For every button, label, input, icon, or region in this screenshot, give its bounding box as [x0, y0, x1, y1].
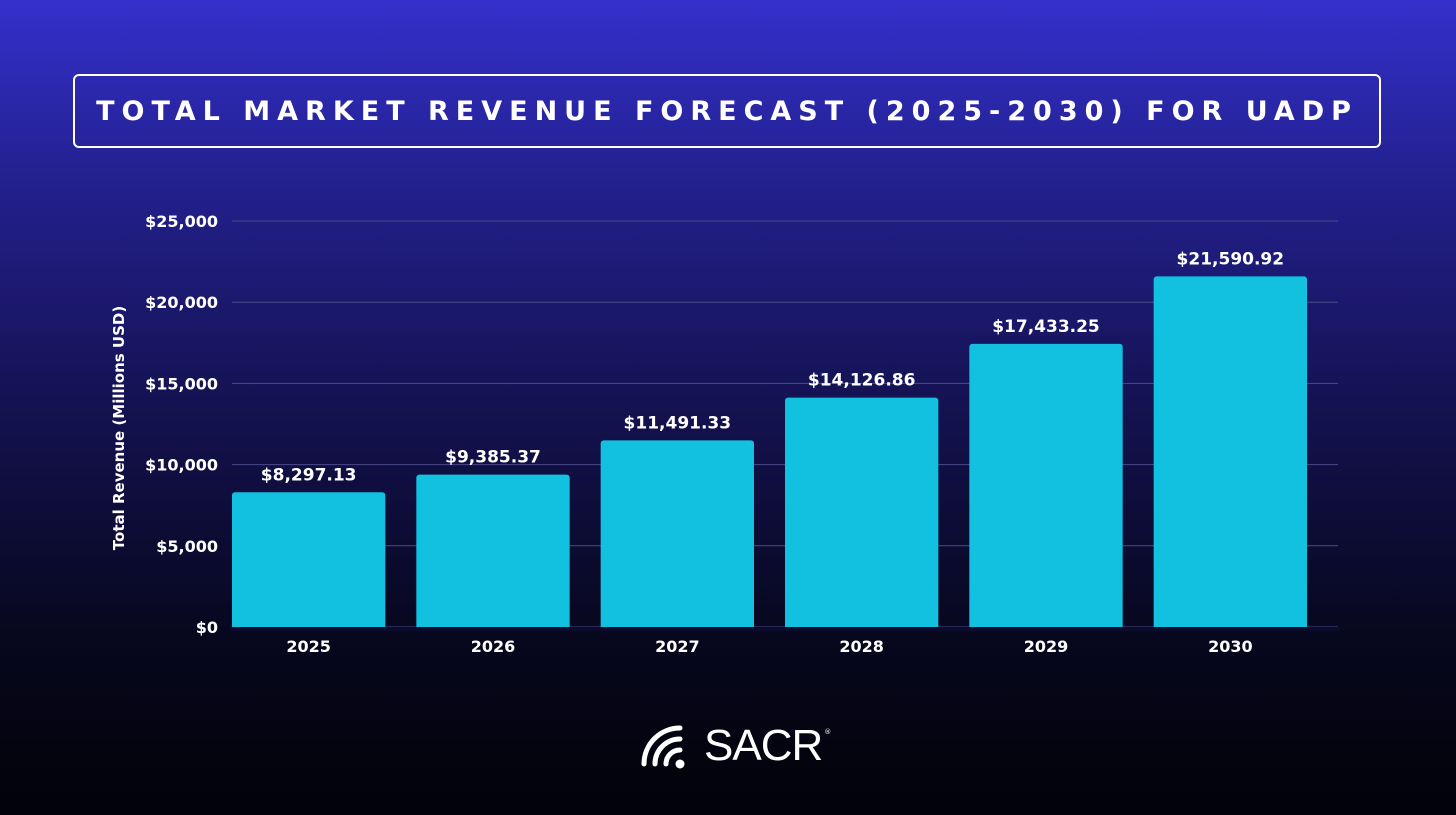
baseline-mask — [230, 627, 1340, 631]
sacr-logo: SACR ® — [640, 716, 831, 776]
logo-text: SACR — [704, 721, 823, 770]
bar-value-label: $17,433.25 — [992, 317, 1100, 337]
x-tick-label: 2028 — [839, 637, 884, 656]
chart-title-box: TOTAL MARKET REVENUE FORECAST (2025-2030… — [73, 74, 1381, 148]
y-tick-label: $25,000 — [145, 212, 218, 231]
x-tick-label: 2027 — [655, 637, 700, 656]
y-axis-ticks: $0 $5,000 $10,000 $15,000 $20,000 $25,000 — [145, 212, 218, 637]
bar-value-label: $11,491.33 — [624, 413, 732, 433]
bar — [969, 343, 1123, 630]
y-tick-label: $20,000 — [145, 293, 218, 312]
bar-value-label: $8,297.13 — [261, 465, 357, 485]
x-tick-label: 2026 — [471, 637, 516, 656]
bar — [785, 397, 939, 630]
x-tick-label: 2030 — [1208, 637, 1253, 656]
y-tick-label: $10,000 — [145, 456, 218, 475]
bar-value-label: $9,385.37 — [445, 448, 541, 468]
bar — [600, 440, 754, 630]
wifi-signal-icon — [641, 725, 685, 769]
bar — [232, 492, 386, 630]
registered-mark: ® — [824, 728, 832, 736]
bar-value-label: $14,126.86 — [808, 371, 916, 391]
y-tick-label: $15,000 — [145, 374, 218, 393]
x-axis-ticks: 2025 2026 2027 2028 2029 2030 — [286, 637, 1252, 656]
bar-value-label: $21,590.92 — [1177, 249, 1285, 269]
chart-title: TOTAL MARKET REVENUE FORECAST (2025-2030… — [96, 95, 1358, 127]
bar — [416, 474, 570, 630]
y-tick-label: $5,000 — [156, 537, 218, 556]
x-tick-label: 2025 — [286, 637, 331, 656]
bars — [230, 276, 1340, 631]
bar-value-labels: $8,297.13 $9,385.37 $11,491.33 $14,126.86 $1… — [261, 249, 1284, 485]
x-tick-label: 2029 — [1024, 637, 1069, 656]
bar — [1153, 276, 1307, 630]
y-axis-label: Total Revenue (Millions USD) — [110, 306, 128, 550]
y-tick-label: $0 — [196, 618, 218, 637]
